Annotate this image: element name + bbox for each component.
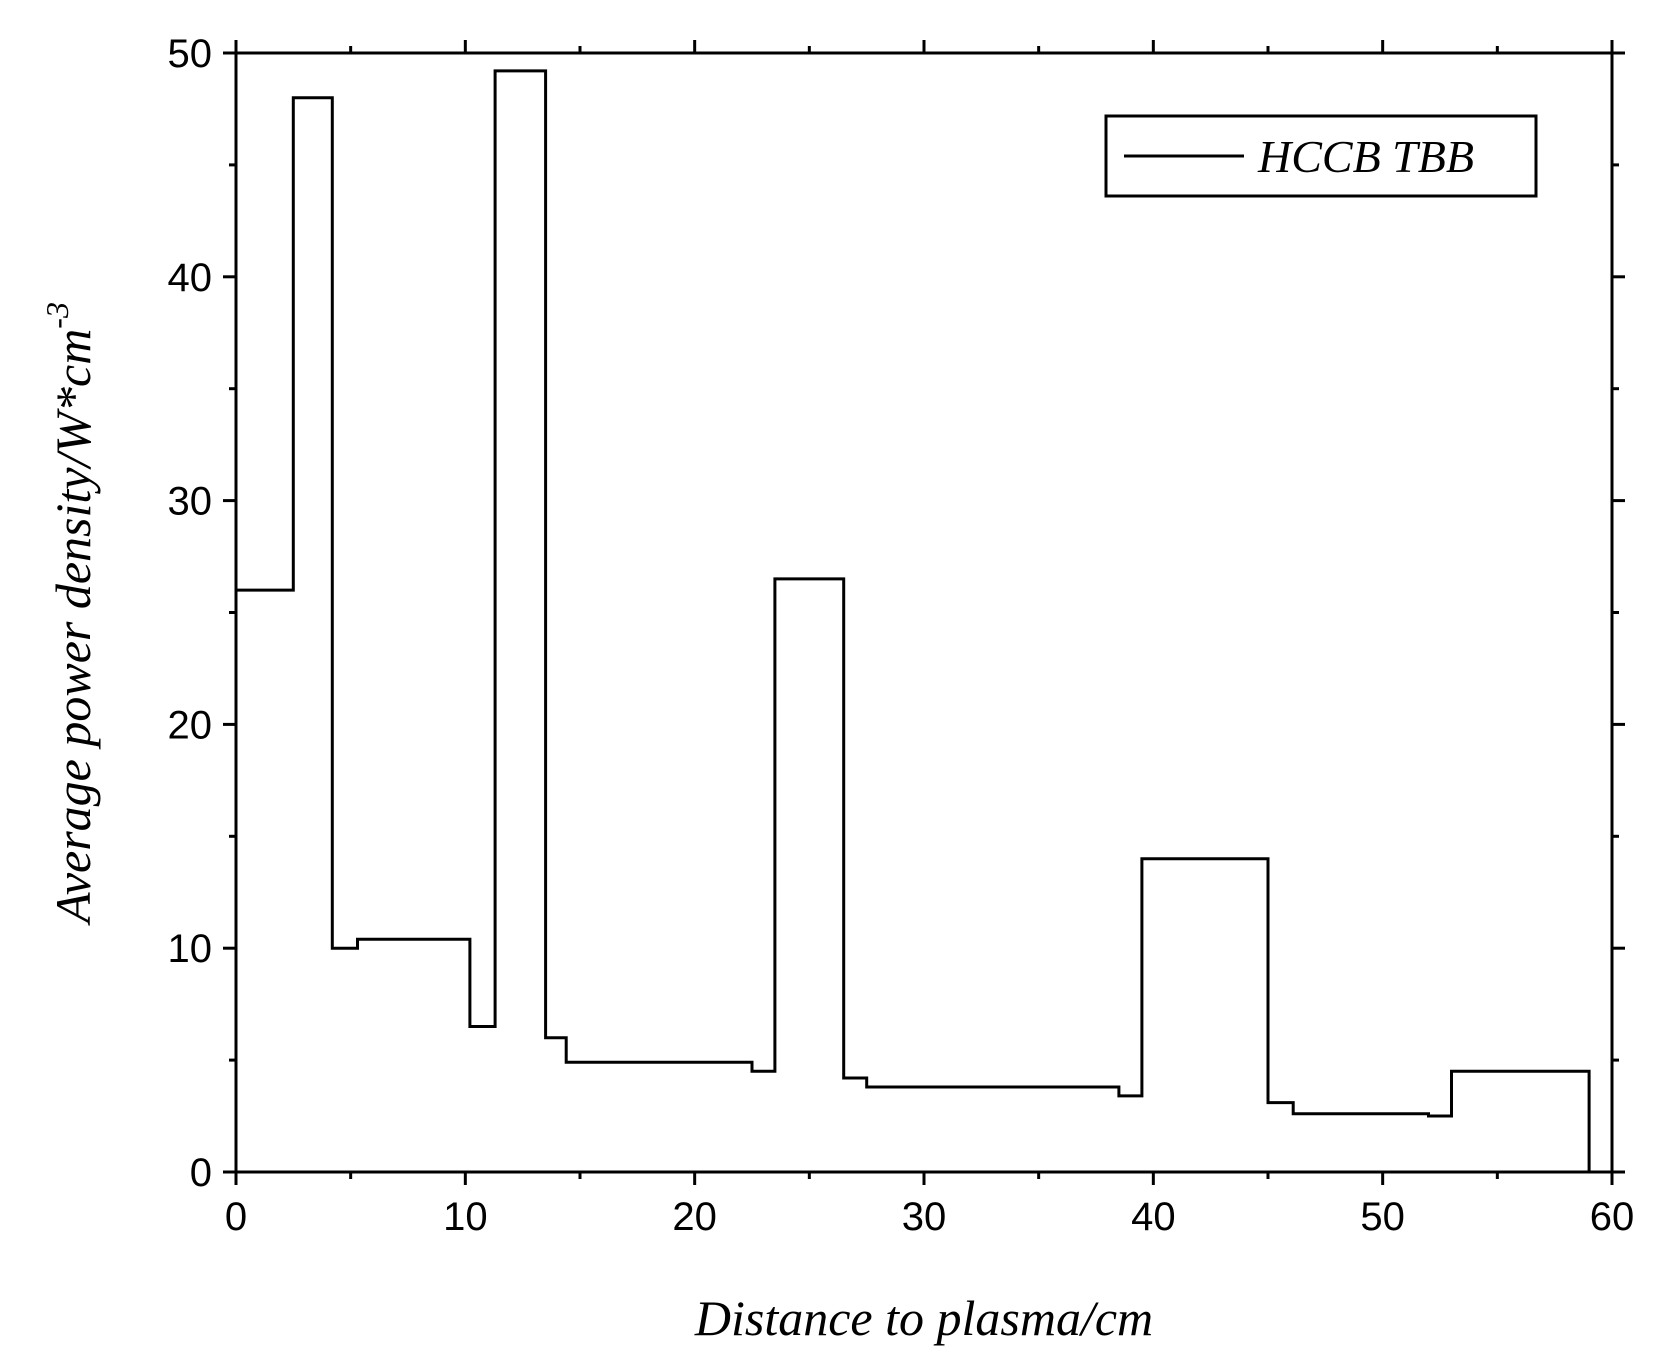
y-tick-label: 20 bbox=[168, 703, 213, 747]
y-axis-title-main: Average power density/W*cm bbox=[45, 329, 101, 926]
y-tick-label: 40 bbox=[168, 256, 213, 300]
legend: HCCB TBB bbox=[1104, 114, 1538, 198]
plot-frame bbox=[234, 51, 1614, 1174]
x-tick-label: 0 bbox=[225, 1195, 247, 1239]
x-tick-label: 60 bbox=[1590, 1195, 1635, 1239]
x-tick-label: 30 bbox=[902, 1195, 947, 1239]
y-axis-title: Average power density/W*cm-3 bbox=[39, 302, 101, 926]
y-tick-label: 0 bbox=[190, 1151, 212, 1195]
x-axis-title: Distance to plasma/cm bbox=[694, 1290, 1153, 1346]
x-tick-label: 50 bbox=[1360, 1195, 1405, 1239]
tick-labels: 0 10 20 30 40 50 60 0 10 20 30 40 50 bbox=[168, 32, 1635, 1239]
x-tick-label: 20 bbox=[672, 1195, 717, 1239]
x-tick-label: 10 bbox=[443, 1195, 488, 1239]
x-tick-label: 40 bbox=[1131, 1195, 1176, 1239]
legend-label-hccb-tbb: HCCB TBB bbox=[1257, 131, 1474, 182]
y-tick-label: 10 bbox=[168, 927, 213, 971]
y-tick-label: 30 bbox=[168, 480, 213, 524]
y-axis-title-superscript: -3 bbox=[39, 302, 75, 329]
series-line-hccb-tbb bbox=[236, 69, 1591, 1172]
y-tick-label: 50 bbox=[168, 32, 213, 76]
ticks-layer bbox=[223, 40, 1625, 1185]
